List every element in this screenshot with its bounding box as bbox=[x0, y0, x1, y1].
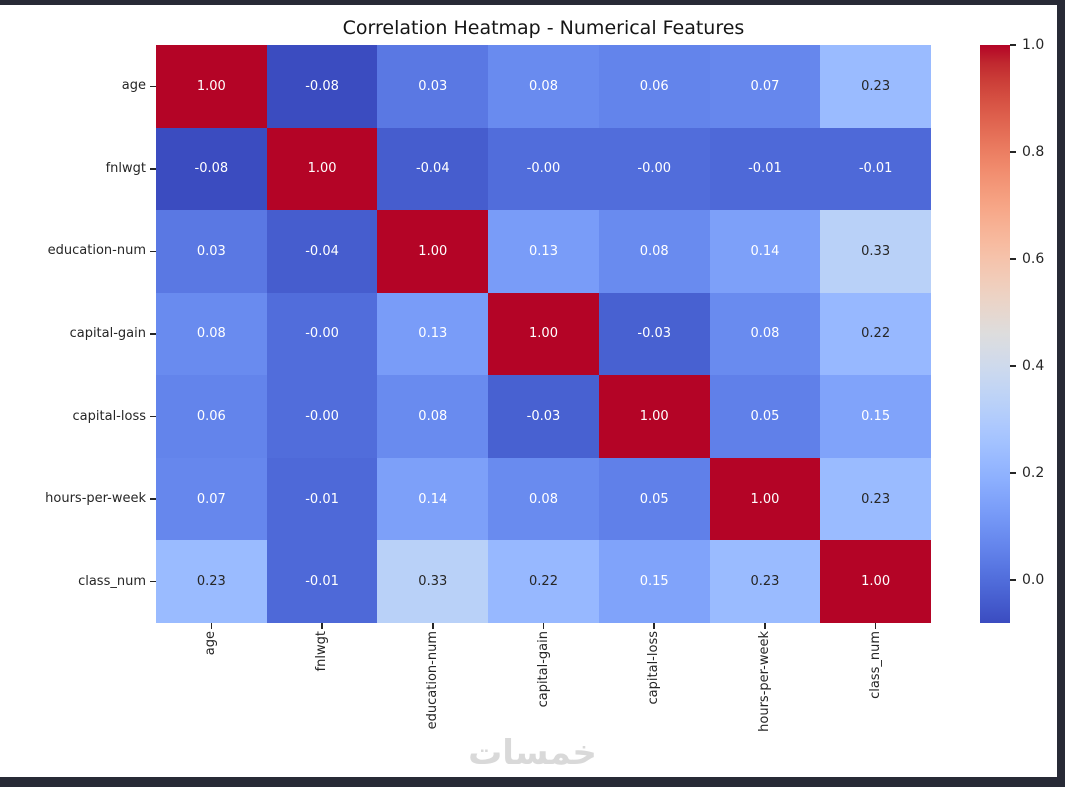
heatmap-grid: 1.00 -0.08 0.03 0.08 0.06 0.07 0.23 -0.08 1.00 -0… bbox=[156, 45, 931, 623]
x-tick-mark bbox=[764, 623, 766, 629]
x-tick-mark bbox=[542, 623, 545, 629]
heatmap-cell-capital-loss-fnlwgt: -0.00 bbox=[266, 375, 378, 458]
y-tick-mark bbox=[150, 85, 156, 88]
chart-title: Correlation Heatmap - Numerical Features bbox=[342, 17, 745, 39]
heatmap-cell-fnlwgt-class_num: -0.01 bbox=[820, 127, 931, 211]
y-tick-mark bbox=[150, 168, 156, 170]
heatmap-cell-age-age: 1.00 bbox=[156, 45, 267, 128]
colorbar-tick-label-1.0: 1.0 bbox=[1022, 37, 1045, 53]
x-tick-label-fnlwgt: fnlwgt bbox=[314, 631, 330, 672]
heatmap-cell-class_num-class_num: 1.00 bbox=[820, 540, 931, 623]
y-tick-mark bbox=[150, 415, 156, 418]
heatmap-cell-education-num-capital-gain: 0.13 bbox=[488, 210, 599, 293]
heatmap-cell-education-num-fnlwgt: -0.04 bbox=[266, 210, 378, 293]
y-tick-mark bbox=[150, 580, 156, 583]
colorbar-tick-label-0.0: 0.0 bbox=[1022, 572, 1045, 589]
colorbar-tick-label-0.8: 0.8 bbox=[1022, 144, 1045, 161]
heatmap-cell-capital-loss-class_num: 0.15 bbox=[820, 375, 931, 458]
heatmap-cell-hours-per-week-fnlwgt: -0.01 bbox=[266, 457, 378, 541]
heatmap-cell-class_num-capital-loss: 0.15 bbox=[598, 540, 710, 623]
colorbar-tick-label-0.2: 0.2 bbox=[1022, 465, 1045, 482]
x-tick-mark bbox=[321, 623, 323, 629]
heatmap-cell-capital-gain-class_num: 0.22 bbox=[820, 292, 931, 376]
heatmap-cell-age-education-num: 0.03 bbox=[377, 45, 489, 128]
watermark: خمسات bbox=[468, 733, 597, 773]
y-tick-mark bbox=[150, 333, 156, 335]
x-tick-label-education-num: education-num bbox=[424, 631, 440, 730]
heatmap-cell-capital-loss-age: 0.06 bbox=[156, 375, 267, 458]
heatmap-cell-capital-gain-hours-per-week: 0.08 bbox=[709, 292, 821, 376]
colorbar-tick-mark bbox=[1010, 472, 1016, 474]
heatmap-cell-education-num-age: 0.03 bbox=[156, 210, 267, 293]
x-tick-mark bbox=[210, 623, 213, 629]
y-tick-label-hours-per-week: hours-per-week bbox=[45, 491, 146, 507]
x-tick-mark bbox=[874, 623, 877, 629]
colorbar-tick-label-0.6: 0.6 bbox=[1022, 251, 1045, 268]
heatmap-cell-hours-per-week-hours-per-week: 1.00 bbox=[709, 457, 821, 541]
heatmap-cell-fnlwgt-fnlwgt: 1.00 bbox=[266, 127, 378, 211]
colorbar-tick-mark bbox=[1010, 258, 1016, 260]
heatmap-cell-age-hours-per-week: 0.07 bbox=[709, 45, 821, 128]
y-tick-label-fnlwgt: fnlwgt bbox=[105, 160, 146, 176]
heatmap-cell-class_num-hours-per-week: 0.23 bbox=[709, 540, 821, 623]
x-tick-label-hours-per-week: hours-per-week bbox=[756, 631, 772, 732]
heatmap-cell-fnlwgt-age: -0.08 bbox=[156, 127, 267, 211]
y-tick-label-capital-loss: capital-loss bbox=[72, 408, 146, 424]
heatmap-cell-class_num-fnlwgt: -0.01 bbox=[266, 540, 378, 623]
colorbar-tick-mark bbox=[1010, 151, 1016, 153]
colorbar-tick-mark bbox=[1010, 365, 1016, 367]
x-tick-label-class_num: class_num bbox=[867, 631, 883, 699]
y-tick-label-class_num: class_num bbox=[78, 573, 146, 589]
heatmap-cell-fnlwgt-capital-loss: -0.00 bbox=[598, 127, 710, 211]
y-tick-mark bbox=[150, 498, 156, 500]
heatmap-cell-class_num-age: 0.23 bbox=[156, 540, 267, 623]
heatmap-cell-fnlwgt-capital-gain: -0.00 bbox=[488, 127, 599, 211]
heatmap-cell-capital-gain-capital-loss: -0.03 bbox=[598, 292, 710, 376]
heatmap-cell-fnlwgt-hours-per-week: -0.01 bbox=[709, 127, 821, 211]
x-tick-label-age: age bbox=[203, 631, 219, 656]
heatmap-cell-hours-per-week-education-num: 0.14 bbox=[377, 457, 489, 541]
heatmap-cell-age-class_num: 0.23 bbox=[820, 45, 931, 128]
heatmap-cell-capital-gain-age: 0.08 bbox=[156, 292, 267, 376]
y-tick-label-education-num: education-num bbox=[47, 243, 146, 259]
heatmap-cell-education-num-education-num: 1.00 bbox=[377, 210, 489, 293]
heatmap-cell-hours-per-week-age: 0.07 bbox=[156, 457, 267, 541]
heatmap-cell-capital-loss-hours-per-week: 0.05 bbox=[709, 375, 821, 458]
heatmap-cell-age-fnlwgt: -0.08 bbox=[266, 45, 378, 128]
heatmap-cell-capital-gain-capital-gain: 1.00 bbox=[488, 292, 599, 376]
figure-canvas: Correlation Heatmap - Numerical Features… bbox=[0, 5, 1057, 777]
heatmap-cell-education-num-capital-loss: 0.08 bbox=[598, 210, 710, 293]
x-tick-label-capital-loss: capital-loss bbox=[646, 631, 662, 705]
heatmap-cell-hours-per-week-capital-gain: 0.08 bbox=[488, 457, 599, 541]
heatmap-cell-age-capital-loss: 0.06 bbox=[598, 45, 710, 128]
heatmap-cell-capital-loss-capital-gain: -0.03 bbox=[488, 375, 599, 458]
heatmap-cell-capital-loss-education-num: 0.08 bbox=[377, 375, 489, 458]
heatmap-cell-hours-per-week-class_num: 0.23 bbox=[820, 457, 931, 541]
colorbar-tick-label-0.4: 0.4 bbox=[1022, 358, 1045, 375]
colorbar-tick-mark bbox=[1010, 579, 1016, 581]
y-tick-label-capital-gain: capital-gain bbox=[69, 326, 146, 341]
y-tick-mark bbox=[150, 250, 156, 253]
heatmap-cell-age-capital-gain: 0.08 bbox=[488, 45, 599, 128]
heatmap-cell-class_num-capital-gain: 0.22 bbox=[488, 540, 599, 623]
colorbar bbox=[980, 45, 1010, 623]
heatmap-cell-hours-per-week-capital-loss: 0.05 bbox=[598, 457, 710, 541]
colorbar-tick-mark bbox=[1010, 44, 1016, 46]
heatmap-cell-capital-gain-fnlwgt: -0.00 bbox=[266, 292, 378, 376]
y-tick-label-age: age bbox=[121, 78, 146, 94]
x-tick-label-capital-gain: capital-gain bbox=[535, 631, 551, 708]
x-tick-mark bbox=[653, 623, 655, 629]
heatmap-cell-capital-gain-education-num: 0.13 bbox=[377, 292, 489, 376]
heatmap-cell-education-num-class_num: 0.33 bbox=[820, 210, 931, 293]
x-tick-mark bbox=[432, 623, 434, 629]
heatmap-cell-education-num-hours-per-week: 0.14 bbox=[709, 210, 821, 293]
heatmap-cell-class_num-education-num: 0.33 bbox=[377, 540, 489, 623]
heatmap-cell-fnlwgt-education-num: -0.04 bbox=[377, 127, 489, 211]
heatmap-cell-capital-loss-capital-loss: 1.00 bbox=[598, 375, 710, 458]
